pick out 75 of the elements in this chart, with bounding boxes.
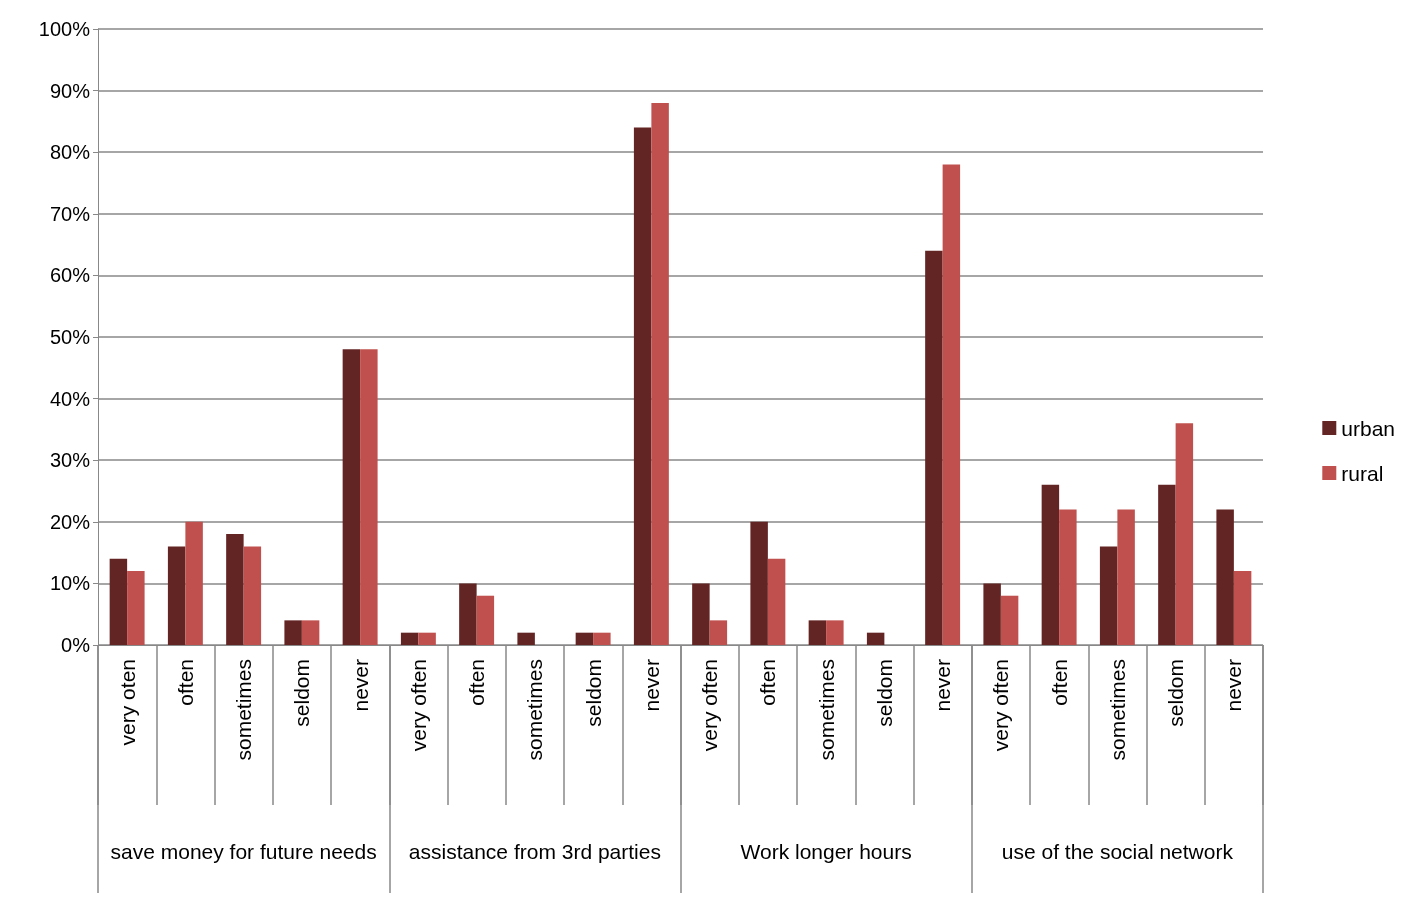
y-tick-label: 90% bbox=[49, 79, 91, 102]
bar bbox=[1041, 484, 1060, 645]
bar bbox=[826, 620, 844, 645]
bar bbox=[167, 546, 186, 645]
bar bbox=[692, 583, 710, 645]
y-tick-label: 70% bbox=[49, 202, 91, 225]
bar bbox=[360, 349, 378, 645]
x-tick-label: sometimes bbox=[232, 659, 256, 761]
x-tick-label: never bbox=[348, 658, 372, 712]
bar bbox=[1175, 423, 1194, 645]
x-tick-label: often bbox=[465, 659, 489, 706]
x-tick-label: very often bbox=[989, 659, 1013, 752]
y-tick-label: 40% bbox=[49, 387, 91, 410]
bar bbox=[127, 571, 145, 645]
x-tick-label: seldom bbox=[290, 659, 314, 727]
bar bbox=[1233, 571, 1252, 645]
x-tick-label: often bbox=[756, 659, 780, 706]
x-tick-label: often bbox=[173, 659, 197, 706]
y-tick-label: 80% bbox=[49, 141, 91, 164]
bar bbox=[517, 632, 535, 645]
bar bbox=[925, 250, 943, 645]
bar bbox=[418, 632, 436, 645]
bar bbox=[709, 620, 728, 645]
x-tick-label: never bbox=[639, 658, 663, 712]
text: save money for future needs bbox=[110, 839, 377, 863]
bar bbox=[593, 632, 611, 645]
bar bbox=[243, 546, 262, 645]
bar bbox=[1099, 546, 1118, 645]
bar bbox=[942, 164, 961, 645]
bar bbox=[983, 583, 1001, 645]
bar bbox=[1117, 509, 1135, 645]
y-tick-label: 10% bbox=[49, 572, 91, 595]
x-tick-label: sometimes bbox=[814, 659, 838, 761]
x-tick-label: seldom bbox=[581, 659, 605, 727]
y-tick-label: 100% bbox=[38, 18, 91, 40]
x-tick-label: sometimes bbox=[523, 659, 547, 761]
bar bbox=[284, 620, 302, 645]
bar bbox=[459, 583, 477, 645]
y-tick-label: 30% bbox=[49, 449, 91, 472]
text: use of the social network bbox=[1001, 839, 1234, 863]
bar bbox=[633, 127, 652, 645]
text: Work longer hours bbox=[740, 839, 912, 863]
bar bbox=[651, 102, 669, 645]
y-tick-label: 50% bbox=[49, 326, 91, 348]
bar bbox=[226, 534, 244, 645]
x-tick-label: never bbox=[931, 658, 955, 712]
bar bbox=[1059, 509, 1077, 645]
x-tick-label: very often bbox=[698, 659, 722, 752]
bar bbox=[342, 349, 361, 645]
x-tick-label: sometimes bbox=[1105, 659, 1129, 761]
bar bbox=[575, 632, 594, 645]
bar bbox=[866, 632, 885, 645]
x-tick-label: often bbox=[1047, 659, 1071, 706]
y-tick-label: 0% bbox=[61, 634, 91, 656]
y-tick-label: 60% bbox=[49, 264, 91, 287]
x-tick-label: very often bbox=[406, 659, 430, 752]
bar bbox=[767, 558, 786, 645]
bar bbox=[1000, 595, 1019, 645]
text: assistance from 3rd parties bbox=[408, 839, 661, 863]
bar bbox=[476, 595, 495, 645]
y-tick-label: 20% bbox=[49, 510, 91, 533]
x-tick-label: seldom bbox=[872, 659, 896, 727]
bar bbox=[750, 521, 768, 645]
x-tick-label: very oten bbox=[115, 659, 139, 746]
x-tick-label: seldom bbox=[1164, 659, 1188, 727]
bar bbox=[1216, 509, 1234, 645]
bar bbox=[185, 521, 203, 645]
legend-label: urban bbox=[1341, 416, 1396, 440]
bar bbox=[400, 632, 419, 645]
bar bbox=[301, 620, 320, 645]
x-tick-label: never bbox=[1222, 658, 1246, 712]
bar bbox=[808, 620, 827, 645]
bar bbox=[109, 558, 128, 645]
bar bbox=[1158, 484, 1176, 645]
legend-label: rural bbox=[1341, 461, 1384, 485]
